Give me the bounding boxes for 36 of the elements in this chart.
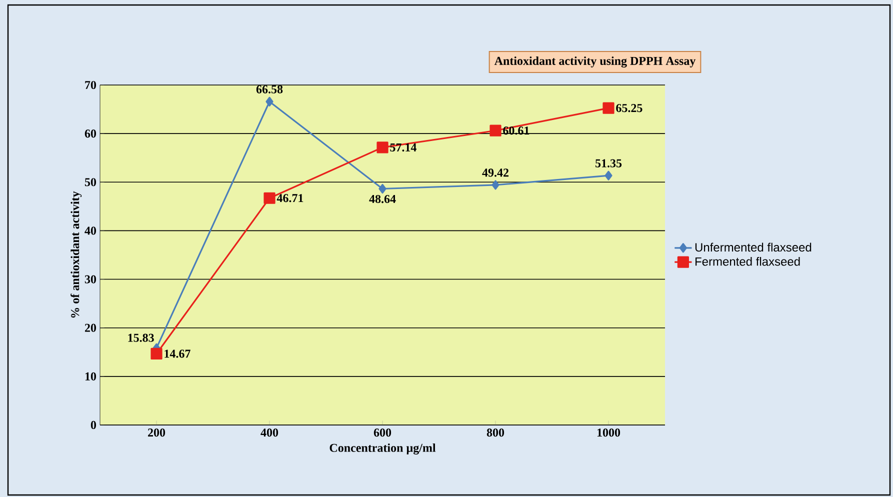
- data-label: 57.14: [390, 143, 416, 152]
- y-tick-label: 20: [84, 324, 96, 332]
- point: [492, 180, 500, 190]
- legend-label: Fermented flaxseed: [696, 257, 800, 266]
- data-label: 46.71: [276, 194, 304, 202]
- point: [602, 102, 614, 114]
- chart-title: Antioxidant activity using DPPH Assay: [494, 56, 696, 68]
- point: [604, 170, 612, 180]
- y-tick-label: 50: [84, 178, 96, 186]
- y-tick-label: 10: [85, 372, 96, 380]
- y-axis-title: % of antioxidant activity: [70, 191, 82, 318]
- data-label: 15.83: [128, 334, 154, 342]
- y-tick-label: 30: [84, 275, 96, 284]
- y-tick-label: 0: [90, 420, 96, 430]
- data-label: 49.42: [482, 168, 508, 177]
- data-label: 48.64: [369, 194, 396, 204]
- legend-label: Unfermented flaxseed: [695, 242, 812, 252]
- x-tick-label: 800: [486, 428, 504, 437]
- x-tick-label: 1000: [597, 428, 620, 437]
- point: [150, 348, 162, 360]
- x-tick-label: 200: [148, 428, 166, 437]
- data-label: 51.35: [595, 159, 622, 168]
- point: [266, 96, 274, 106]
- x-tick-label: 600: [374, 428, 392, 437]
- data-label: 65.25: [616, 104, 642, 112]
- x-tick-label: 400: [260, 428, 278, 437]
- y-tick-label: 60: [84, 130, 96, 138]
- y-tick-label: 70: [85, 80, 96, 90]
- point: [490, 124, 502, 136]
- point: [376, 142, 388, 154]
- data-label: 66.58: [256, 85, 283, 94]
- point: [264, 192, 276, 204]
- data-label: 14.67: [164, 350, 190, 358]
- y-tick-label: 40: [84, 226, 96, 235]
- point: [378, 184, 386, 194]
- x-axis-title: Concentration µg/ml: [330, 443, 436, 454]
